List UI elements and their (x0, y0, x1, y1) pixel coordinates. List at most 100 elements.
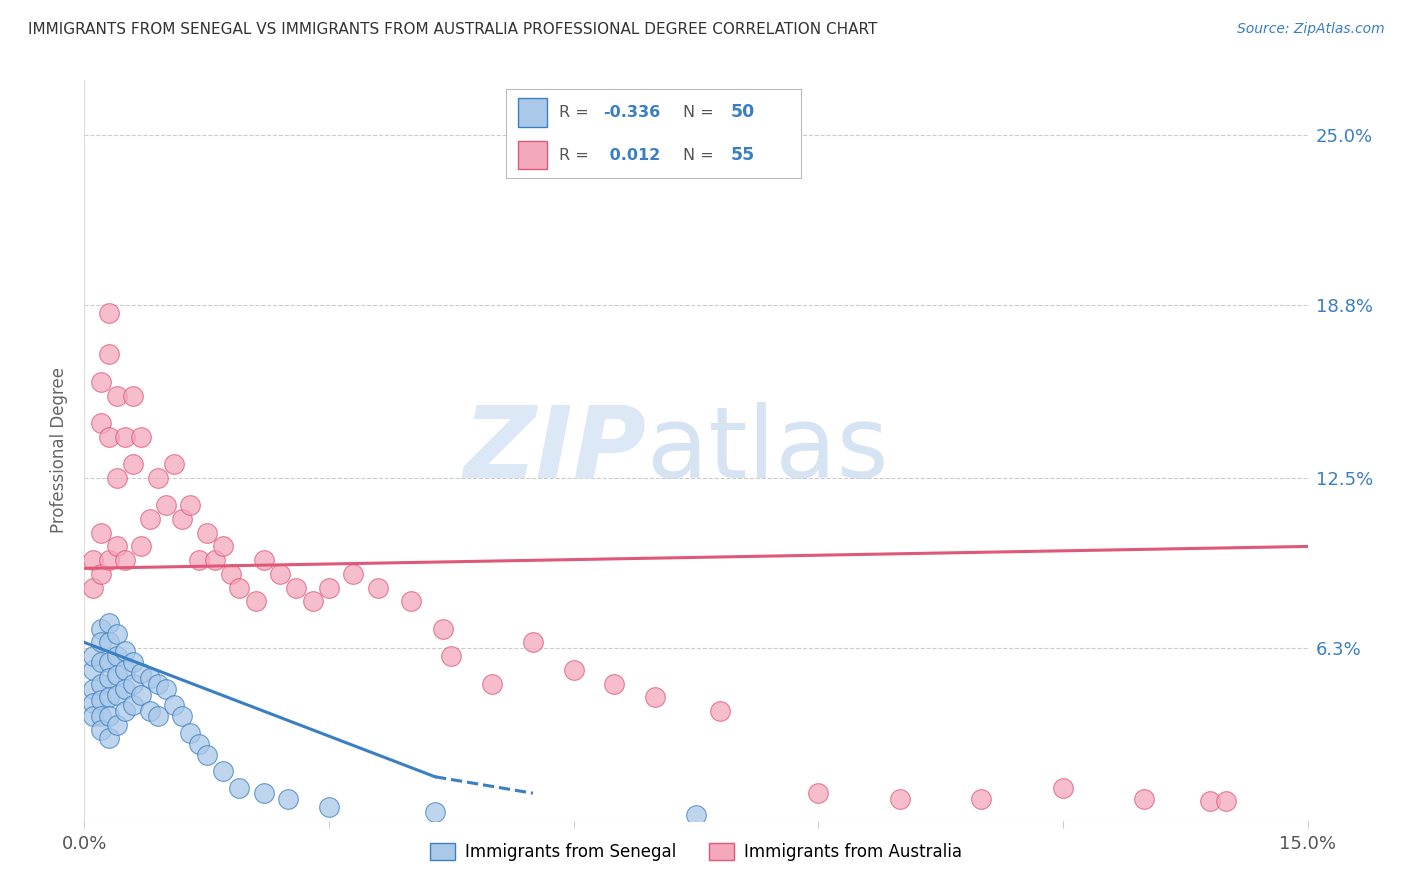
Point (122, 698, 145, 713)
Point (195, 525, 218, 540)
Point (90, 723, 112, 738)
Point (138, 671, 160, 685)
Point (90, 622, 112, 636)
Point (318, 581, 340, 595)
Point (179, 726, 201, 740)
Point (253, 786, 276, 800)
Text: 0.012: 0.012 (603, 148, 659, 162)
Point (82, 681, 104, 696)
Point (367, 581, 389, 595)
Point (889, 791, 911, 805)
Point (146, 676, 169, 690)
Point (138, 704, 160, 718)
Point (97, 616, 120, 631)
Point (212, 540, 235, 554)
Point (90, 655, 112, 669)
Point (432, 622, 454, 636)
Point (90, 635, 112, 649)
Point (131, 688, 153, 702)
Point (285, 581, 308, 595)
Point (1052, 780, 1074, 795)
Point (269, 566, 291, 581)
Point (114, 430, 136, 444)
Point (172, 709, 194, 723)
Point (399, 594, 422, 608)
Point (105, 649, 128, 664)
Point (105, 471, 128, 485)
Point (318, 800, 340, 814)
Point (195, 747, 218, 762)
Point (245, 594, 267, 608)
Text: Source: ZipAtlas.com: Source: ZipAtlas.com (1237, 22, 1385, 37)
Point (277, 791, 299, 805)
Point (97, 553, 120, 567)
Point (163, 457, 186, 471)
Point (114, 704, 136, 718)
Point (219, 566, 242, 581)
Point (179, 498, 201, 512)
Point (172, 512, 194, 526)
FancyBboxPatch shape (517, 98, 547, 127)
Point (1215, 794, 1237, 808)
Point (155, 498, 177, 512)
Point (146, 471, 169, 485)
Point (301, 594, 323, 608)
Point (97, 709, 120, 723)
Text: R =: R = (560, 105, 595, 120)
Point (82, 581, 104, 595)
Point (187, 553, 209, 567)
Text: 50: 50 (731, 103, 755, 121)
Text: R =: R = (560, 148, 595, 162)
Point (228, 780, 250, 795)
Point (90, 566, 112, 581)
Point (131, 665, 153, 680)
Point (82, 709, 104, 723)
Point (562, 663, 585, 677)
Point (105, 627, 128, 641)
Point (114, 681, 136, 696)
Point (105, 688, 128, 702)
Point (97, 635, 120, 649)
Point (122, 676, 145, 690)
Point (90, 709, 112, 723)
Point (204, 553, 226, 567)
Point (146, 709, 169, 723)
Text: -0.336: -0.336 (603, 105, 661, 120)
Text: N =: N = (683, 105, 720, 120)
Point (440, 649, 463, 664)
Text: atlas: atlas (647, 402, 889, 499)
Text: ZIP: ZIP (464, 402, 647, 499)
Point (105, 389, 128, 403)
Point (342, 566, 364, 581)
Point (644, 690, 666, 705)
Point (685, 808, 707, 822)
Point (105, 540, 128, 554)
Point (97, 671, 120, 685)
Point (82, 649, 104, 664)
Y-axis label: Professional Degree: Professional Degree (51, 368, 69, 533)
Text: 55: 55 (731, 146, 755, 164)
Point (163, 698, 186, 713)
Point (522, 635, 544, 649)
Point (82, 663, 104, 677)
Point (90, 693, 112, 707)
Point (228, 581, 250, 595)
Point (97, 347, 120, 361)
Legend: Immigrants from Senegal, Immigrants from Australia: Immigrants from Senegal, Immigrants from… (423, 837, 969, 868)
Point (82, 553, 104, 567)
Point (97, 690, 120, 705)
Point (97, 731, 120, 746)
Point (90, 676, 112, 690)
Point (105, 717, 128, 731)
Point (114, 663, 136, 677)
Point (138, 512, 160, 526)
Text: N =: N = (683, 148, 720, 162)
Point (122, 457, 145, 471)
Point (131, 540, 153, 554)
Point (122, 389, 145, 403)
Text: IMMIGRANTS FROM SENEGAL VS IMMIGRANTS FROM AUSTRALIA PROFESSIONAL DEGREE CORRELA: IMMIGRANTS FROM SENEGAL VS IMMIGRANTS FR… (28, 22, 877, 37)
Point (90, 416, 112, 430)
Point (187, 737, 209, 751)
Point (105, 668, 128, 682)
Point (122, 655, 145, 669)
